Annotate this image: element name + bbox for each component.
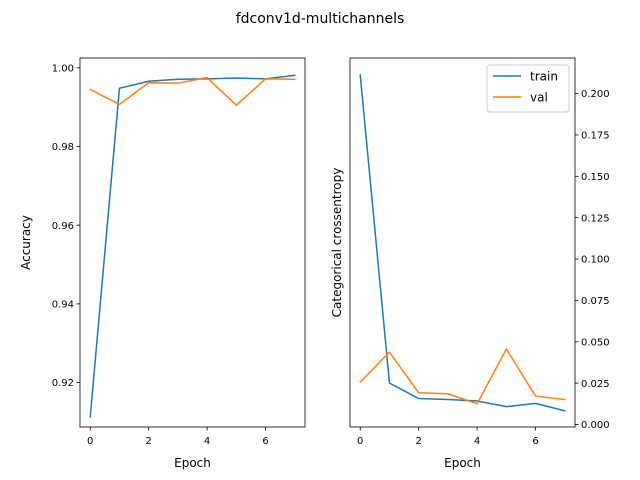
accuracy-axes-frame: [79, 57, 306, 428]
crossentropy-y-tick-label: 0.100: [581, 255, 610, 266]
crossentropy-y-tick-label: 0.075: [581, 296, 610, 307]
crossentropy-y-tick-label: 0.050: [581, 337, 610, 348]
crossentropy-series: [359, 74, 566, 412]
crossentropy-y-tick-label: 0.000: [581, 420, 610, 431]
accuracy-y-axis-label: Accuracy: [19, 215, 33, 270]
crossentropy-y-tick-label: 0.025: [581, 379, 610, 390]
crossentropy-y-tick-label: 0.150: [581, 172, 610, 183]
accuracy-val-line: [89, 76, 296, 106]
accuracy-series: [89, 74, 296, 418]
crossentropy-y-tick-label: 0.175: [581, 131, 610, 142]
accuracy-x-tick-label: 4: [204, 436, 210, 447]
crossentropy-ticks: 0 2 4 6 0.000 0.025 0.050 0.075 0.100 0.125 0.150 0…: [357, 89, 610, 447]
crossentropy-x-tick-label: 2: [415, 436, 421, 447]
accuracy-x-tick-label: 2: [145, 436, 151, 447]
legend-label-val: val: [530, 91, 548, 105]
accuracy-y-tick-label: 0.98: [52, 142, 74, 153]
crossentropy-chart: 0 2 4 6 0.000 0.025 0.050 0.075 0.100 0.125 0.150 0…: [330, 57, 610, 470]
accuracy-train-line: [89, 74, 296, 418]
crossentropy-x-axis-label: Epoch: [444, 456, 481, 470]
crossentropy-y-tick-label: 0.125: [581, 213, 610, 224]
legend: train val: [486, 64, 570, 113]
accuracy-y-tick-label: 0.96: [52, 221, 74, 232]
accuracy-y-tick-label: 1.00: [52, 63, 74, 74]
accuracy-x-tick-label: 0: [87, 436, 93, 447]
crossentropy-axes-frame: [349, 57, 576, 428]
crossentropy-y-axis-label: Categorical crossentropy: [330, 168, 344, 318]
accuracy-ticks: 0 2 4 6 0.92 0.94 0.96 0.98 1.00: [52, 63, 269, 447]
accuracy-y-tick-label: 0.94: [52, 299, 74, 310]
legend-label-train: train: [530, 70, 558, 84]
accuracy-chart: 0 2 4 6 0.92 0.94 0.96 0.98 1.00 Epoch Accuracy: [19, 57, 306, 470]
accuracy-y-tick-label: 0.92: [52, 378, 74, 389]
crossentropy-val-line: [359, 348, 566, 405]
crossentropy-y-tick-label: 0.200: [581, 89, 610, 100]
figure-title: fdconv1d-multichannels: [236, 11, 405, 27]
accuracy-x-tick-label: 6: [262, 436, 268, 447]
crossentropy-x-tick-label: 0: [357, 436, 363, 447]
accuracy-x-axis-label: Epoch: [174, 456, 211, 470]
crossentropy-train-line: [359, 74, 566, 412]
crossentropy-x-tick-label: 4: [474, 436, 480, 447]
crossentropy-x-tick-label: 6: [532, 436, 538, 447]
